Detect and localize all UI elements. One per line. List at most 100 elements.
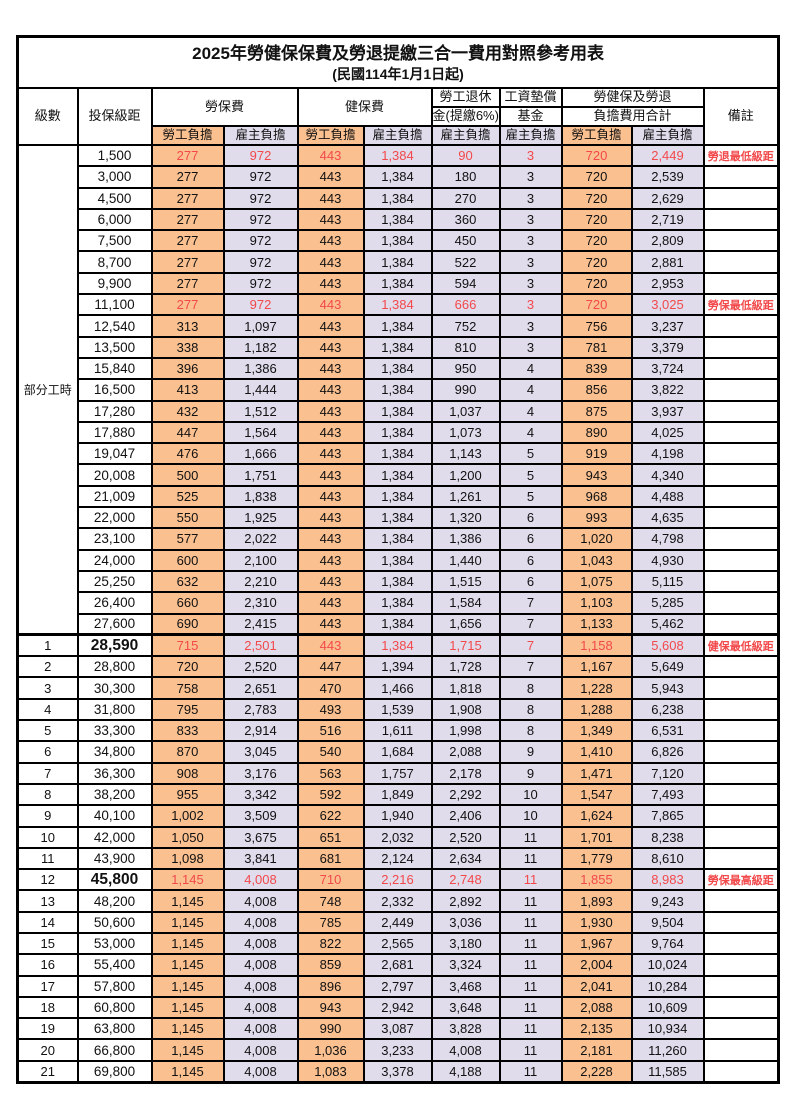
table-row: 13,500 338 1,182 443 1,384 810 3 781 3,379	[18, 335, 780, 359]
tot-er-cell: 4,930	[630, 548, 705, 572]
hi-emp-cell: 443	[296, 548, 365, 572]
tot-er-cell: 9,504	[630, 910, 705, 934]
li-er-cell: 2,310	[222, 591, 299, 615]
bracket-cell: 66,800	[76, 1038, 153, 1062]
hi-er-cell: 2,681	[362, 953, 433, 977]
bracket-cell: 45,800	[76, 868, 153, 892]
tot-emp-cell: 720	[560, 271, 633, 296]
hi-er-cell: 2,942	[362, 995, 433, 1020]
hi-er-cell: 1,611	[362, 719, 433, 743]
tot-er-cell: 4,198	[630, 442, 705, 466]
li-er-cell: 4,008	[222, 953, 299, 977]
hi-emp-cell: 592	[296, 782, 365, 807]
fund-cell: 6	[498, 506, 563, 530]
subheader-labor-employee: 勞工負擔	[150, 125, 225, 146]
remark-cell	[702, 207, 780, 232]
pension-cell: 1,073	[430, 420, 501, 445]
pension-cell: 1,200	[430, 463, 501, 487]
hi-er-cell: 1,384	[362, 165, 433, 189]
level-cell: 20	[16, 1038, 79, 1062]
pension-cell: 2,292	[430, 782, 501, 807]
pension-cell: 360	[430, 207, 501, 232]
li-er-cell: 972	[222, 229, 299, 253]
tot-er-cell: 3,025	[630, 293, 705, 317]
table-row: 17 57,800 1,145 4,008 896 2,797 3,468 11 2,041 10…	[16, 974, 780, 998]
hi-er-cell: 2,565	[362, 931, 433, 956]
fund-cell: 3	[498, 250, 563, 274]
li-er-cell: 4,008	[222, 889, 299, 913]
tot-er-cell: 5,608	[630, 633, 705, 658]
li-emp-cell: 277	[150, 165, 225, 189]
tot-er-cell: 2,881	[630, 250, 705, 274]
li-emp-cell: 1,145	[150, 974, 225, 998]
table-row: 1 28,590 715 2,501 443 1,384 1,715 7 1,158 5,608 健…	[16, 633, 780, 658]
table-row: 17,880 447 1,564 443 1,384 1,073 4 890 4,025	[18, 420, 780, 445]
tot-er-cell: 3,822	[630, 378, 705, 402]
subheader-pension-employer: 雇主負擔	[430, 125, 501, 146]
li-emp-cell: 476	[150, 442, 225, 466]
pension-cell: 950	[430, 356, 501, 381]
pension-cell: 1,908	[430, 697, 501, 722]
remark-cell: 健保最低級距	[702, 633, 780, 658]
table-row: 12,540 313 1,097 443 1,384 752 3 756 3,237	[18, 314, 780, 338]
remark-cell	[702, 995, 780, 1020]
li-emp-cell: 577	[150, 527, 225, 551]
hi-er-cell: 1,384	[362, 314, 433, 338]
tot-emp-cell: 1,930	[560, 910, 633, 934]
level-cell: 9	[16, 804, 79, 828]
tot-emp-cell: 1,893	[560, 889, 633, 913]
li-emp-cell: 277	[150, 271, 225, 296]
remark-cell	[702, 271, 780, 296]
remark-cell	[702, 761, 780, 785]
tot-er-cell: 10,934	[630, 1017, 705, 1041]
table-row: 8 38,200 955 3,342 592 1,849 2,292 10 1,547 7,493	[16, 782, 780, 807]
pension-cell: 1,998	[430, 719, 501, 743]
fund-cell: 10	[498, 804, 563, 828]
pension-cell: 1,037	[430, 399, 501, 423]
remark-cell	[702, 250, 780, 274]
remark-cell	[702, 1038, 780, 1062]
tot-er-cell: 3,937	[630, 399, 705, 423]
li-emp-cell: 500	[150, 463, 225, 487]
table-row: 16,500 413 1,444 443 1,384 990 4 856 3,822	[18, 378, 780, 402]
header-bracket: 投保級距	[76, 87, 153, 146]
li-emp-cell: 1,145	[150, 889, 225, 913]
table-row: 20 66,800 1,145 4,008 1,036 3,233 4,008 11 2,181…	[16, 1038, 780, 1062]
bracket-cell: 33,300	[76, 719, 153, 743]
level-cell: 6	[16, 740, 79, 764]
bracket-cell: 1,500	[76, 143, 153, 168]
premium-reference-table: 2025年勞健保保費及勞退提繳三合一費用對照參考用表 (民國114年1月1日起)…	[16, 35, 781, 1084]
li-emp-cell: 277	[150, 207, 225, 232]
tot-emp-cell: 856	[560, 378, 633, 402]
pension-cell: 1,584	[430, 591, 501, 615]
li-emp-cell: 600	[150, 548, 225, 572]
table-row: 11,100 277 972 443 1,384 666 3 720 3,025 勞保最低級距	[18, 293, 780, 317]
tot-er-cell: 8,238	[630, 825, 705, 849]
fund-cell: 8	[498, 719, 563, 743]
remark-cell	[702, 484, 780, 509]
table-row: 17,280 432 1,512 443 1,384 1,037 4 875 3,937	[18, 399, 780, 423]
tot-er-cell: 8,610	[630, 846, 705, 871]
tot-emp-cell: 943	[560, 463, 633, 487]
hi-emp-cell: 493	[296, 697, 365, 722]
tot-emp-cell: 1,547	[560, 782, 633, 807]
li-emp-cell: 870	[150, 740, 225, 764]
remark-cell	[702, 463, 780, 487]
li-er-cell: 1,386	[222, 356, 299, 381]
header-row-1: 級數 投保級距 勞保費 健保費 勞工退休 工資墊償 勞健保及勞退 備註	[16, 87, 780, 146]
hi-emp-cell: 443	[296, 484, 365, 509]
pension-cell: 3,180	[430, 931, 501, 956]
hi-emp-cell: 443	[296, 250, 365, 274]
pension-cell: 1,261	[430, 484, 501, 509]
fund-cell: 11	[498, 910, 563, 934]
fund-cell: 7	[498, 633, 563, 658]
hi-er-cell: 3,378	[362, 1059, 433, 1084]
tot-emp-cell: 2,228	[560, 1059, 633, 1084]
subheader-health-employee: 勞工負擔	[296, 125, 365, 146]
remark-cell	[702, 1059, 780, 1084]
bracket-cell: 4,500	[76, 186, 153, 210]
hi-er-cell: 3,087	[362, 1017, 433, 1041]
li-er-cell: 1,925	[222, 506, 299, 530]
remark-cell	[702, 804, 780, 828]
